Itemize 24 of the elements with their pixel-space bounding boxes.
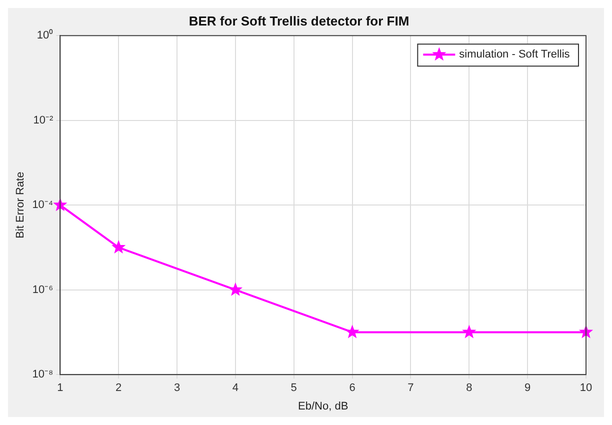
x-tick-label: 1: [57, 382, 64, 394]
point: [346, 326, 358, 338]
point: [54, 198, 66, 210]
x-tick-label: 9: [524, 382, 531, 394]
point: [462, 326, 476, 338]
y-tick-label: 10⁻⁸: [32, 368, 54, 381]
x-tick-label: 8: [466, 382, 472, 394]
point: [229, 283, 242, 296]
legend-label: simulation - Soft Trellis: [459, 48, 570, 61]
y-tick-label: 10⁻⁴: [32, 199, 54, 212]
x-tick-label: 4: [232, 382, 239, 394]
x-tick-label: 3: [174, 382, 180, 394]
chart-title: BER for Soft Trellis detector for FIM: [188, 13, 410, 28]
x-axis-title: Eb/No, dB: [298, 400, 348, 412]
x-tick-label: 5: [290, 382, 297, 394]
y-tick-label: 10⁰: [36, 28, 54, 42]
x-tick-label: 10: [580, 382, 592, 394]
x-tick-label: 7: [408, 382, 414, 394]
y-tick-label: 10⁻²: [33, 114, 54, 126]
x-tick-label: 2: [116, 382, 122, 394]
y-tick-label: 10⁻⁶: [32, 284, 54, 296]
y-axis-title: Bit Error Rate: [14, 172, 27, 238]
x-tick-label: 6: [349, 382, 356, 394]
point: [112, 240, 125, 253]
